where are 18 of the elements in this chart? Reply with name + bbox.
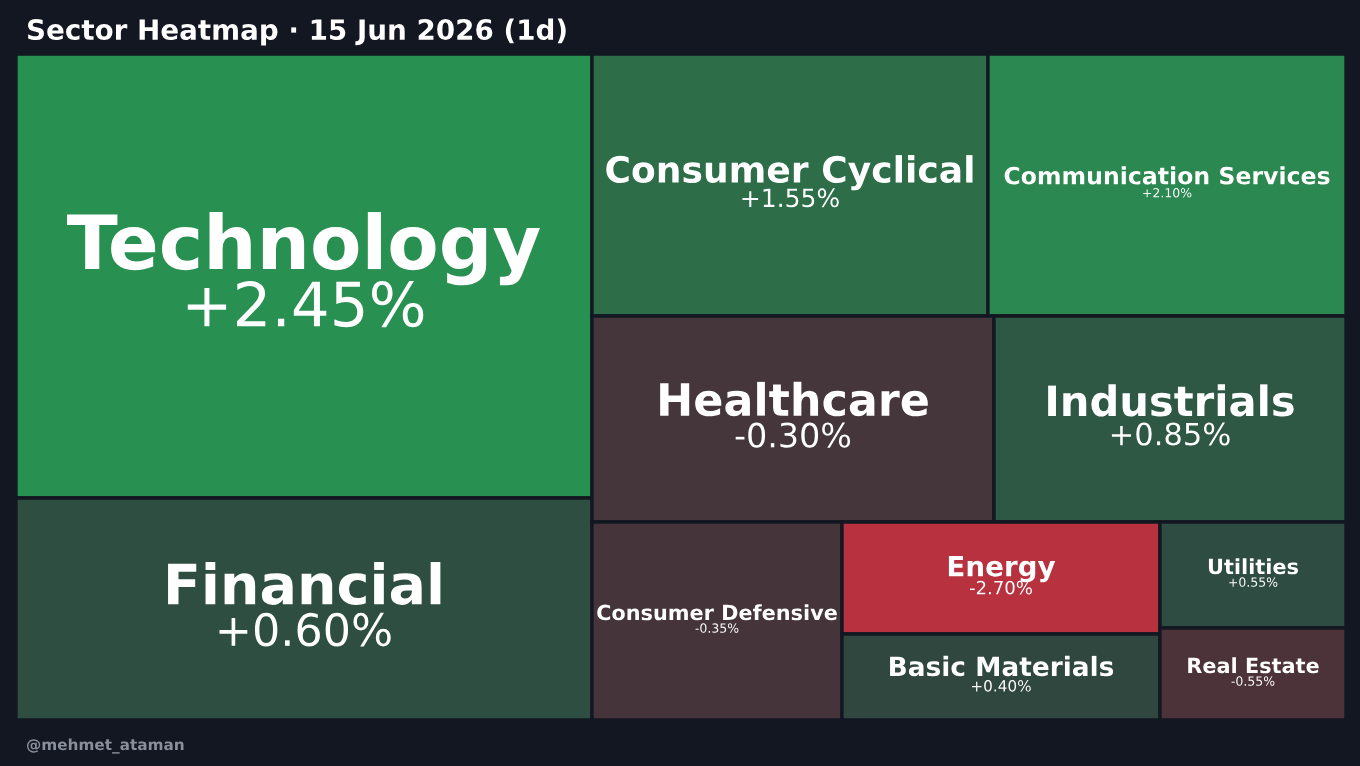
category-label: Industrials — [1048, 384, 1294, 417]
category-label: Consumer Cyclical — [606, 155, 973, 191]
category-label: Consumer Defensive — [597, 604, 837, 621]
text: Sector Heatmap · 15 Jun 2026 (1d) — [27, 18, 566, 46]
category-label: Financial — [168, 562, 441, 606]
data-label: +0.85% — [1111, 422, 1230, 446]
category-label: Real Estate — [1188, 657, 1319, 674]
data-label: -0.30% — [735, 422, 851, 448]
data-label: -2.70% — [969, 580, 1032, 595]
data-label: +1.55% — [742, 188, 839, 208]
category-label: Utilities — [1208, 558, 1298, 575]
category-label: Energy — [948, 555, 1056, 583]
category-label: Healthcare — [660, 381, 928, 417]
category-label: Technology — [67, 212, 540, 286]
category-label: Basic Materials — [890, 655, 1114, 677]
category-label: Communication Services — [1004, 166, 1330, 185]
data-label: +0.60% — [219, 612, 391, 647]
data-label: +2.45% — [187, 280, 424, 328]
